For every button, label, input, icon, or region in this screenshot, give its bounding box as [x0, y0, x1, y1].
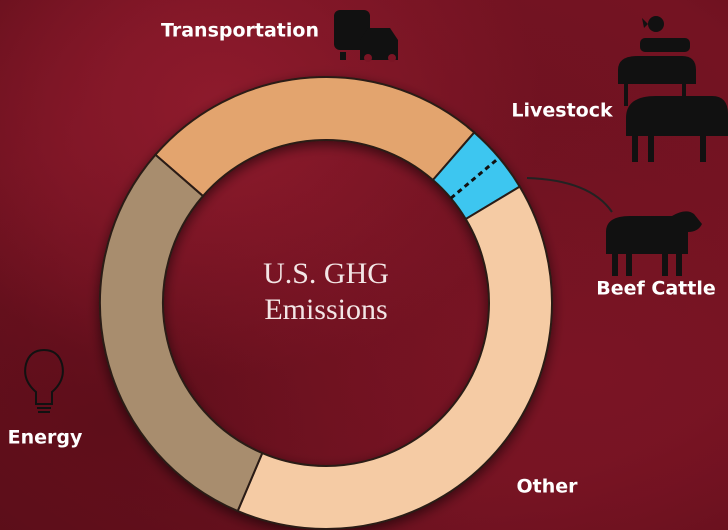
page: Transportation Livestock Other Energy Beef C…	[0, 0, 728, 530]
cattle-icon	[606, 211, 702, 276]
donut-segment	[155, 77, 474, 196]
connector	[527, 178, 612, 212]
chart-title: U.S. GHG Emissions	[236, 256, 416, 328]
transport-icon	[334, 10, 398, 62]
donut-segment	[100, 155, 262, 511]
bulb-icon	[25, 350, 63, 412]
highlight-label: Beef Cattle	[596, 278, 715, 300]
segment-label: Transportation	[161, 20, 319, 42]
segment-label: Energy	[8, 427, 83, 449]
segment-label: Other	[516, 476, 578, 498]
livestock-icon	[618, 16, 728, 162]
segment-label: Livestock	[511, 100, 613, 122]
donut-segment	[238, 187, 552, 529]
